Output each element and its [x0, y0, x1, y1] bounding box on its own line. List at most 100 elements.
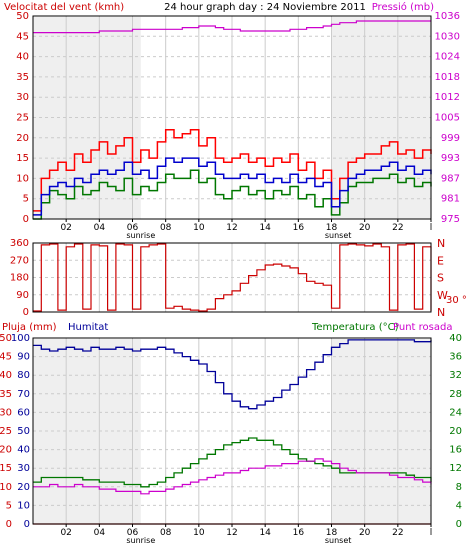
- direction-tick-label: 0: [23, 307, 29, 318]
- temp-panel-sunset-label: sunset: [325, 536, 352, 545]
- rain-tick-label: 15: [0, 463, 12, 474]
- pressure-tick-label: 999: [441, 133, 460, 144]
- temp-panel-sunrise-label: sunrise: [126, 536, 155, 545]
- pressure-tick-label: 1036: [435, 11, 460, 22]
- wind-speed-tick-label: 50: [16, 11, 29, 22]
- dewpoint-line: [33, 458, 432, 495]
- wind-panel-sunrise-label: sunrise: [126, 231, 155, 240]
- frame-layer: [32, 15, 432, 527]
- rain-tick-label: 40: [0, 370, 12, 381]
- temperature-tick-label: 8: [456, 482, 462, 493]
- wind-panel-night-band: [33, 17, 141, 219]
- wind-panel-sunset-label: sunset: [325, 231, 352, 240]
- temp-panel-tick-label: 06: [127, 528, 139, 538]
- pressure-tick-label: 1005: [435, 113, 460, 124]
- rain-tick-label: 20: [0, 445, 12, 456]
- compass-label: S: [437, 272, 444, 285]
- pressure-axis-title: Pressió (mb): [372, 1, 434, 13]
- pressure-tick-label: 987: [441, 173, 460, 184]
- wind-low-line: [33, 169, 432, 220]
- humidity-tick-label: 50: [17, 426, 30, 437]
- temp-panel-tick-label: 22: [392, 528, 403, 538]
- wind-panel-tick-label: 22: [392, 223, 403, 233]
- humidity-tick-label: 80: [17, 370, 30, 381]
- humidity-tick-label: 40: [17, 445, 30, 456]
- humidity-tick-label: 70: [17, 389, 30, 400]
- wind-speed-tick-label: 40: [16, 52, 29, 63]
- humidity-tick-label: 10: [17, 500, 30, 511]
- dewpoint-axis-title: Punt rosada: [393, 322, 452, 333]
- humidity-tick-label: 30: [17, 463, 30, 474]
- temperature-tick-label: 0: [456, 519, 462, 530]
- rain-tick-label: 30: [0, 407, 12, 418]
- wind-average-line: [33, 157, 432, 216]
- rain-tick-label: 0: [6, 519, 12, 530]
- wind-speed-tick-label: 10: [16, 173, 29, 184]
- humidity-tick-label: 90: [17, 352, 30, 363]
- wind-panel-tick-label: 16: [293, 223, 305, 233]
- direction-tick-label: 180: [10, 273, 29, 284]
- temperature-tick-label: 16: [449, 445, 462, 456]
- humidity-tick-label: 20: [17, 482, 30, 493]
- rain-tick-label: 35: [0, 389, 12, 400]
- pressure-tick-label: 1018: [435, 72, 460, 83]
- direction-panel-frame: [32, 242, 432, 313]
- temperature-tick-label: 20: [449, 426, 462, 437]
- wind-speed-tick-label: 0: [23, 214, 29, 225]
- pressure-tick-label: 981: [441, 194, 460, 205]
- wind-speed-tick-label: 30: [16, 92, 29, 103]
- pressure-tick-label: 1024: [435, 52, 460, 63]
- compass-label: N: [437, 306, 445, 319]
- wind-panel-tick-label: 02: [60, 223, 71, 233]
- wind-gust-line: [33, 128, 432, 212]
- temperature-tick-label: 24: [449, 407, 462, 418]
- temp-panel-tick-label: 20: [359, 528, 371, 538]
- wind-speed-tick-label: 20: [16, 133, 29, 144]
- rain-tick-label: 5: [6, 500, 12, 511]
- temp-panel-tick-label: 10: [193, 528, 205, 538]
- humidity-tick-label: 100: [11, 333, 30, 344]
- wind-panel-tick-label: 20: [359, 223, 371, 233]
- temperature-tick-label: 32: [449, 370, 462, 381]
- wind-speed-tick-label: 45: [16, 31, 29, 42]
- temp-panel-tick-label: 14: [259, 528, 271, 538]
- wind-panel-tick-label: l: [430, 223, 433, 233]
- wind-direction-line: [33, 243, 432, 312]
- pressure-tick-label: 1012: [435, 92, 460, 103]
- direction-tick-label: 360: [10, 238, 29, 249]
- rain-tick-label: 50: [0, 333, 12, 344]
- temperature-tick-label: 28: [449, 389, 462, 400]
- temperature-line: [33, 437, 432, 488]
- compass-label: E: [437, 254, 444, 267]
- pressure-line: [33, 20, 431, 34]
- temperature-tick-label: 12: [449, 463, 462, 474]
- humidity-tick-label: 60: [17, 407, 30, 418]
- temp-panel-tick-label: 04: [94, 528, 106, 538]
- temp-panel-tick-label: 08: [160, 528, 172, 538]
- temperature-tick-label: 4: [456, 500, 462, 511]
- rain-tick-label: 10: [0, 482, 12, 493]
- temperature-tick-label: 36: [449, 352, 462, 363]
- wind-speed-tick-label: 15: [16, 153, 29, 164]
- wind-speed-tick-label: 5: [23, 194, 29, 205]
- wind-panel-tick-label: 10: [193, 223, 205, 233]
- pressure-tick-label: 1030: [435, 31, 460, 42]
- humidity-axis-title: Humitat: [68, 322, 108, 333]
- wind-panel-tick-label: 08: [160, 223, 172, 233]
- compass-label: N: [437, 237, 445, 250]
- temp-panel-tick-label: 02: [60, 528, 71, 538]
- rain-tick-label: 25: [0, 426, 12, 437]
- temp-panel-tick-label: 12: [226, 528, 237, 538]
- wind-panel-tick-label: 12: [226, 223, 237, 233]
- humidity-line: [33, 339, 432, 410]
- wind-panel-tick-label: 14: [259, 223, 271, 233]
- temp-panel-tick-label: 16: [293, 528, 305, 538]
- rain-tick-label: 45: [0, 352, 12, 363]
- temperature-axis-title: Temperatura (°C): [311, 322, 399, 333]
- pressure-tick-label: 993: [441, 153, 460, 164]
- direction-tick-label: 270: [10, 255, 29, 266]
- wind-speed-tick-label: 35: [16, 72, 29, 83]
- wind-speed-axis-title: Velocitat del vent (kmh): [4, 2, 124, 13]
- label-layer: 0510152025303540455097598198799399910051…: [0, 11, 462, 545]
